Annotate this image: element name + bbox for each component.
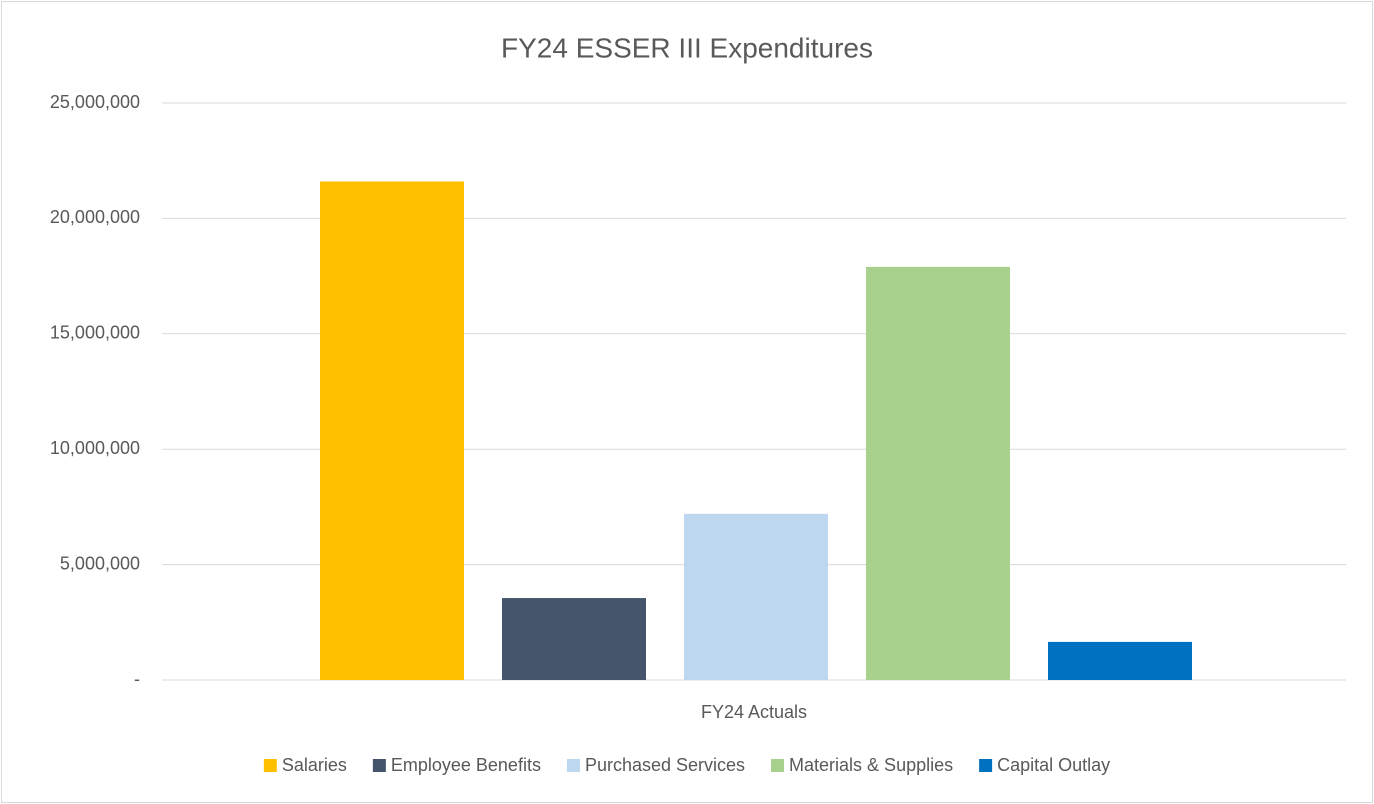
legend-swatch [771,759,785,772]
legend-swatch [979,759,993,772]
legend-label: Capital Outlay [997,755,1110,775]
y-tick-label: 5,000,000 [60,553,140,573]
legend-label: Salaries [282,755,347,775]
bar [502,598,646,680]
y-tick-label: 10,000,000 [50,438,140,458]
bar [866,266,1010,680]
y-tick-label: 20,000,000 [50,207,140,227]
legend-label: Employee Benefits [391,755,541,775]
legend-swatch [372,759,386,772]
legend-swatch [263,759,277,772]
bar [1048,641,1192,680]
bar [320,181,464,681]
legend-label: Purchased Services [585,755,745,775]
legend-swatch [566,759,580,772]
bar [684,513,828,680]
y-tick-label: 15,000,000 [50,323,140,343]
y-tick-label: 25,000,000 [50,92,140,112]
y-tick-label: - [134,669,140,689]
x-tick-label: FY24 Actuals [701,702,807,722]
legend-label: Materials & Supplies [789,755,953,775]
chart-title: FY24 ESSER III Expenditures [501,32,873,63]
